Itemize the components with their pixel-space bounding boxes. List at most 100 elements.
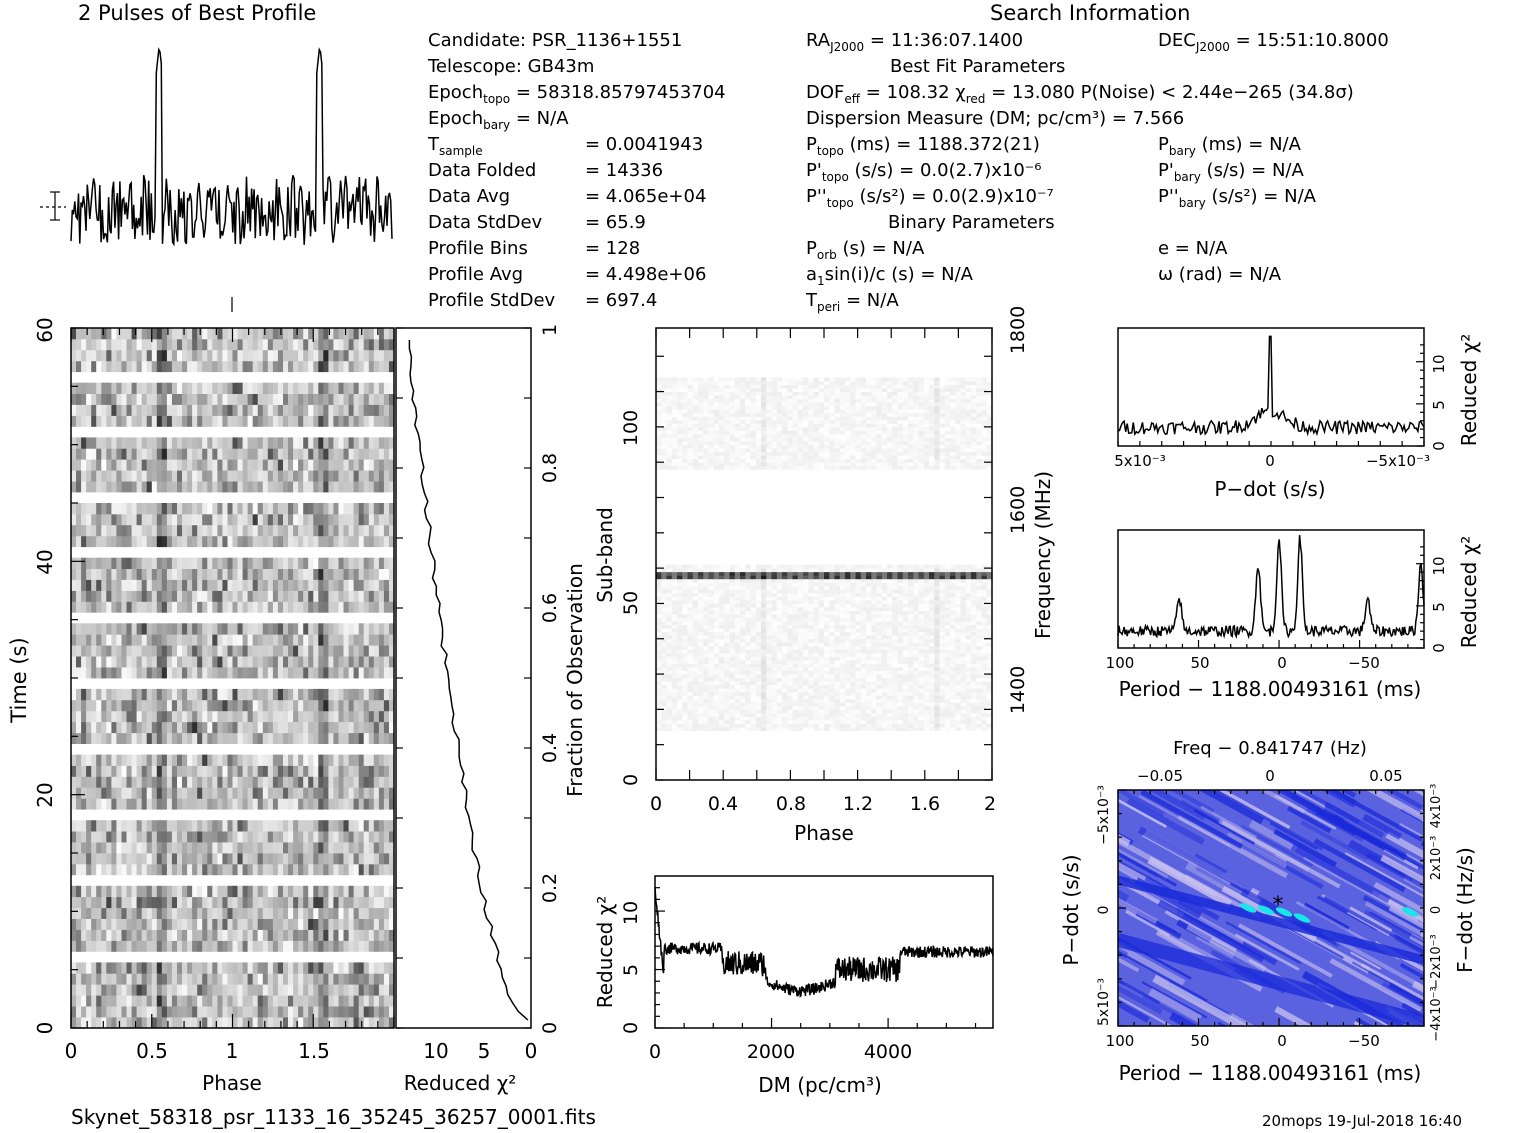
heat-cell [677,695,683,700]
heat-cell [353,415,360,427]
heat-cell [187,557,193,569]
heat-cell [293,568,299,580]
heat-cell [247,448,254,460]
heat-cell [298,667,304,679]
heat-cell [101,503,107,515]
heat-cell [293,842,299,854]
heat-cell [818,656,825,661]
binary-title: Binary Parameters [888,212,1055,233]
heat-cell [373,338,380,351]
heat-cell [897,698,904,703]
heat-cell [929,716,935,721]
heat-cell [976,695,983,700]
heat-cell [202,754,208,766]
heat-cell [91,404,97,416]
heat-cell [227,831,234,843]
heat-cell [363,699,370,712]
heat-cell [197,820,203,832]
heat-cell [897,712,904,717]
heat-cell [734,702,741,707]
heat-cell [323,863,329,876]
heat-cell [106,973,112,985]
heat-cell [272,459,279,471]
heat-cell [131,1017,138,1029]
heat-cell [247,524,254,537]
heat-cell [171,634,178,646]
heat-cell [378,842,385,854]
heat-cell [106,470,112,482]
heat-cell [116,1006,122,1018]
heat-cell [740,652,746,657]
heat-cell [866,667,872,671]
heat-cell [217,656,223,668]
heat-cell [358,798,365,810]
heat-cell [151,349,158,362]
heat-cell [131,896,138,909]
heat-cell [277,667,284,679]
heat-cell [96,918,102,930]
heat-cell [202,765,208,777]
heat-cell [378,579,385,591]
heat-cell [308,535,314,548]
heat-cell [897,652,904,657]
heat-cell [247,940,254,952]
heat-cell [881,674,888,679]
heat-cell [808,663,815,668]
heat-cell [166,503,173,515]
heat-cell [187,382,193,394]
heat-cell [363,787,370,799]
heat-cell [257,524,264,537]
heat-cell [303,404,309,416]
heat-cell [197,481,203,493]
heat-cell [682,688,689,693]
heat-cell [217,1017,223,1029]
heat-cell [343,360,350,373]
heat-cell [383,513,390,526]
heat-cell [136,349,143,362]
heat-cell [839,705,846,710]
heat-cell [257,535,264,548]
heat-cell [343,853,350,865]
heat-cell [126,1006,133,1018]
heat-cell [666,656,673,661]
heat-cell [298,481,304,493]
heat-cell [740,677,746,682]
heat-cell [328,842,334,854]
heat-cell [383,667,390,679]
heat-cell [782,691,788,696]
heat-cell [328,568,334,580]
heat-cell [303,699,309,712]
heat-cell [156,513,163,526]
heat-cell [91,579,97,591]
heat-cell [666,652,673,657]
heat-cell [242,448,249,460]
heat-cell [227,798,234,810]
heat-cell [86,470,92,482]
heat-cell [389,503,395,515]
heat-cell [151,328,158,340]
heat-cell [373,853,380,865]
heat-cell [91,907,97,919]
heat-cell [76,645,82,657]
heat-cell [303,929,309,941]
heat-cell [126,688,133,701]
heat-cell [227,907,234,919]
heat-cell [242,853,249,865]
heat-cell [202,929,208,941]
heat-cell [923,702,930,707]
heat-cell [318,973,324,985]
heat-cell [323,820,329,832]
heat-cell [363,667,370,679]
heat-cell [288,820,294,832]
heat-cell [771,698,778,703]
heat-cell [755,709,762,714]
heat-cell [277,393,284,405]
heat-cell [277,349,284,362]
heat-cell [383,404,390,416]
heat-cell [839,702,846,707]
heat-cell [197,995,203,1007]
heat-cell [277,940,284,952]
heat-cell [131,1006,138,1018]
heat-cell [288,929,294,941]
heat-cell [242,328,249,340]
